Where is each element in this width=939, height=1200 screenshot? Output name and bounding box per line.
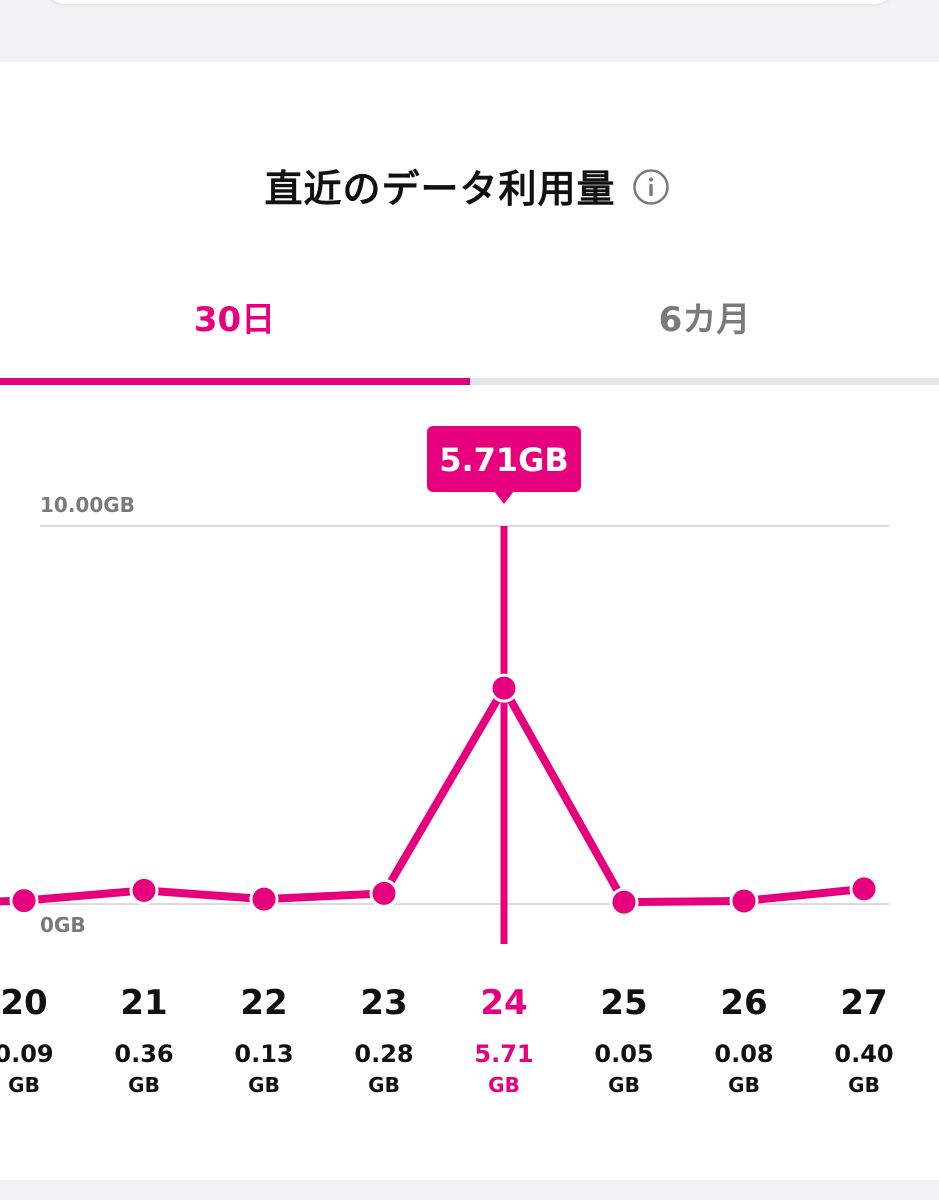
value-label: 0.09 [0,1040,54,1068]
x-tick-label: 26 [720,983,767,1023]
tooltip-label: 5.71GB [439,441,569,479]
data-point [729,886,759,916]
value-label: 0.40 [834,1040,893,1068]
chart-svg: 10.00GB0GB5.71GB200.09GB210.36GB220.13GB… [0,426,894,1097]
data-point [129,875,159,905]
period-tabs: 30日 6カ月 [0,270,939,388]
unit-label: GB [248,1073,280,1097]
unit-label: GB [8,1073,40,1097]
x-tick-label: 22 [240,983,287,1023]
tooltip-pointer [494,491,514,504]
unit-label: GB [128,1073,160,1097]
value-label: 5.71 [474,1040,533,1068]
previous-card [44,0,896,4]
data-point [249,884,279,914]
title-row: 直近のデータ利用量 [0,150,939,211]
value-label: 0.08 [714,1040,773,1068]
x-tick-label: 24 [480,983,527,1023]
unit-label: GB [848,1073,880,1097]
unit-label: GB [368,1073,400,1097]
x-tick-label: 23 [360,983,407,1023]
tab-active-indicator [0,378,470,385]
page-title: 直近のデータ利用量 [264,167,616,211]
tab-6-months[interactable]: 6カ月 [658,300,751,340]
value-label: 0.13 [234,1040,293,1068]
value-label: 0.36 [114,1040,173,1068]
tab-30-days[interactable]: 30日 [193,300,276,340]
data-point [609,887,639,917]
unit-label: GB [488,1073,520,1097]
value-label: 0.28 [354,1040,413,1068]
data-point [489,673,519,703]
data-point [9,886,39,916]
data-point [849,874,879,904]
usage-series-line [0,684,868,907]
x-tick-label: 21 [120,983,167,1023]
x-tick-label: 25 [600,983,647,1023]
y-tick-label-max: 10.00GB [40,493,135,517]
unit-label: GB [608,1073,640,1097]
unit-label: GB [728,1073,760,1097]
x-tick-label: 20 [0,983,47,1023]
data-usage-card [0,62,939,1180]
tooltip-box [427,426,581,492]
y-tick-label-zero: 0GB [40,913,86,937]
value-label: 0.05 [594,1040,653,1068]
usage-line-chart[interactable]: 10.00GB 0GB 5.71GB 20 0.09 GB 21 0.36 GB 22 0.13 GB… [0,390,939,1110]
x-tick-label: 27 [840,983,887,1023]
info-icon[interactable] [632,168,670,206]
data-point [369,878,399,908]
